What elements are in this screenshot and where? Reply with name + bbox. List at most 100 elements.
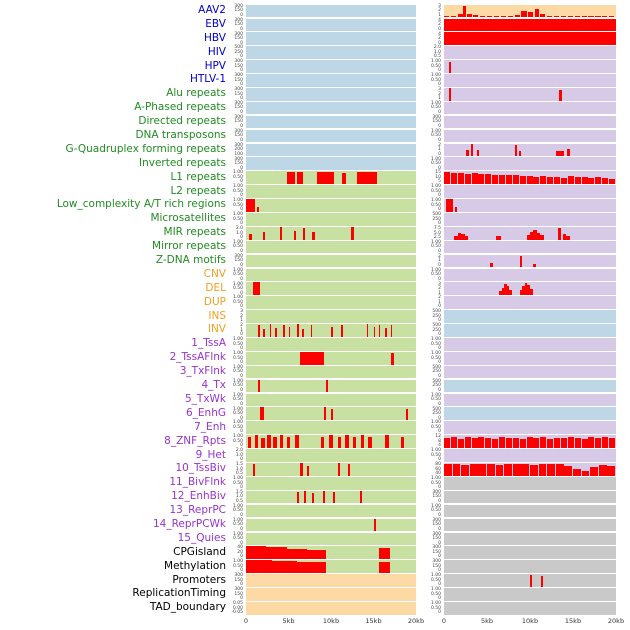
data-bar	[273, 436, 277, 448]
data-bar	[560, 438, 567, 448]
track-label: EBV	[205, 17, 226, 30]
y-tick-label: 1.00	[430, 448, 441, 454]
data-bar	[320, 436, 325, 448]
data-bar	[331, 408, 334, 421]
data-bar	[519, 176, 526, 184]
track-panel-left	[246, 393, 416, 407]
y-axis-ticks-left: 1.00 0.50 0	[228, 337, 244, 351]
y-tick-label: 0	[240, 123, 243, 129]
track-label: Promoters	[172, 573, 226, 586]
y-axis-ticks-right: 7.5 5.0 2.5	[418, 226, 442, 239]
track-panel-right	[444, 449, 616, 462]
y-tick-label: 1.00	[232, 503, 243, 509]
y-tick-label: 1.00	[232, 337, 243, 343]
data-bar	[512, 175, 519, 184]
y-axis-ticks-left: 2.0 1.0 0	[228, 448, 244, 463]
track-panel-left	[246, 379, 416, 393]
data-bar	[325, 379, 329, 393]
y-tick-label: 0.50	[232, 202, 243, 208]
track-panel-right	[444, 4, 616, 18]
track-label: Directed repeats	[138, 115, 226, 128]
y-tick-label: 150	[234, 591, 243, 597]
data-bar	[454, 235, 458, 240]
data-bar	[562, 233, 567, 240]
track-panel-right	[444, 101, 616, 115]
data-bar	[567, 176, 574, 184]
y-axis-ticks-right: 1.00 0.50 0	[418, 157, 442, 170]
data-bar	[519, 255, 522, 268]
y-tick-label: 0	[438, 582, 441, 588]
track-label: L2 repeats	[170, 184, 226, 197]
y-tick-label: 1.00	[232, 281, 243, 287]
data-bar	[450, 16, 457, 18]
data-bar	[492, 174, 499, 184]
data-bar	[378, 325, 381, 337]
y-tick-label: 0	[240, 457, 243, 463]
track-panel-left	[246, 518, 416, 532]
data-bar	[360, 435, 365, 448]
y-tick-label: 0	[438, 512, 441, 518]
y-tick-label: 300	[432, 545, 441, 551]
y-tick-label: 0.50	[232, 188, 243, 194]
track-row: INS 3 2 1 500 250 0	[0, 310, 630, 324]
y-axis-ticks-left: 300 150 0	[228, 74, 244, 87]
data-bar	[378, 561, 391, 573]
y-tick-label: 3	[240, 309, 243, 315]
track-row: 10_TssBiv 1.5 1.0 0.5 80 60 40	[0, 462, 630, 476]
data-bar	[504, 284, 507, 296]
y-axis-ticks-left: 1.00 0.50 0	[228, 296, 244, 309]
y-tick-label: 0	[438, 498, 441, 504]
data-bar	[530, 575, 533, 587]
y-tick-label: 1.00	[430, 128, 441, 134]
track-panel-right	[444, 379, 616, 393]
y-axis-ticks-left: 40 20 0	[228, 546, 244, 559]
y-axis-ticks-right: 1.00 0.50 0	[418, 574, 442, 588]
y-tick-label: 1.5	[235, 489, 243, 495]
track-panel-left	[246, 365, 416, 379]
y-tick-label: 0.5	[433, 54, 441, 60]
data-bar	[297, 561, 326, 573]
track-panel-left	[246, 268, 416, 282]
data-bar	[527, 285, 530, 296]
y-tick-label: 0.50	[430, 105, 441, 111]
data-bar	[444, 437, 451, 448]
track-label: TAD_boundary	[149, 601, 226, 614]
y-tick-label: 300	[234, 156, 243, 162]
data-bar	[567, 437, 574, 448]
data-bar	[351, 226, 354, 240]
y-tick-label: 300	[234, 17, 243, 23]
y-tick-label: 0	[240, 512, 243, 518]
y-tick-label: 300	[432, 489, 441, 495]
y-tick-label: 60	[435, 466, 441, 472]
y-tick-label: 1.00	[232, 517, 243, 523]
track-label: 4_Tx	[201, 379, 226, 392]
y-axis-ticks-right: 80 60 40	[418, 463, 442, 476]
y-axis-ticks-right: 1.00 0.50 0	[418, 101, 442, 114]
y-tick-label: 0	[240, 387, 243, 393]
y-tick-label: 0	[240, 290, 243, 296]
y-tick-label: 1.00	[430, 73, 441, 79]
data-bar	[444, 18, 616, 32]
track-panel-left	[246, 171, 416, 184]
track-panel-right	[444, 324, 616, 337]
data-bar	[257, 379, 261, 393]
track-row: Promoters 300 150 0 1.00 0.50 0	[0, 574, 630, 588]
track-row: L2 repeats 1.00 0.50 0 1.00 0.50 0	[0, 185, 630, 199]
data-bar	[507, 15, 513, 18]
data-bar	[533, 176, 540, 184]
data-bar	[400, 436, 405, 448]
y-axis-ticks-left: 0.05 0.00 -0.05	[228, 602, 244, 615]
y-tick-label: 3	[438, 87, 441, 93]
data-bar	[359, 490, 362, 504]
data-bar	[590, 466, 598, 476]
y-tick-label: 0	[240, 360, 243, 366]
y-tick-label: 1.00	[430, 198, 441, 204]
data-bar	[493, 16, 500, 18]
data-bar	[271, 560, 297, 573]
y-tick-label: 150	[432, 119, 441, 125]
y-tick-label: 0.50	[232, 369, 243, 375]
y-tick-label: 150	[234, 258, 243, 264]
y-tick-label: 0.50	[232, 299, 243, 305]
y-tick-label: 2.0	[235, 448, 243, 454]
y-tick-label: 1	[438, 147, 441, 153]
